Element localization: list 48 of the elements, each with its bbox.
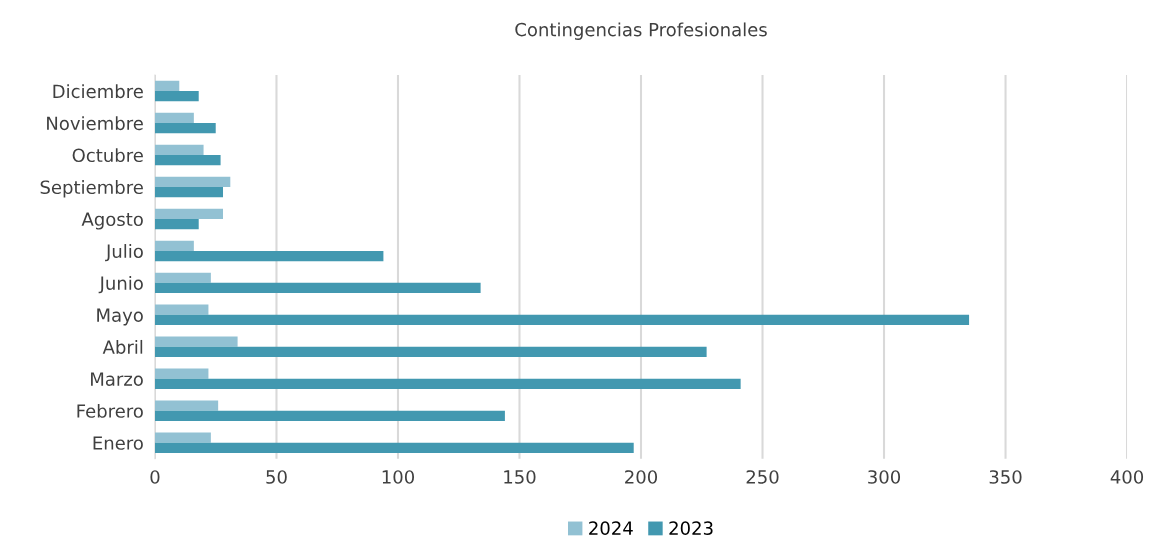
bar bbox=[154, 304, 209, 315]
x-tick-label: 200 bbox=[625, 470, 658, 484]
bar bbox=[154, 442, 634, 453]
x-tick-label: 350 bbox=[989, 470, 1022, 484]
bar bbox=[154, 123, 216, 134]
y-tick-label: Junio bbox=[98, 276, 143, 294]
bar bbox=[154, 368, 209, 379]
bar bbox=[154, 208, 224, 219]
bar bbox=[154, 91, 199, 102]
y-tick-label: Marzo bbox=[91, 372, 143, 386]
x-tick-label: 150 bbox=[504, 470, 536, 484]
y-tick-label: Abril bbox=[102, 339, 143, 354]
bar bbox=[154, 346, 707, 358]
y-tick-label: Mayo bbox=[97, 308, 143, 326]
bar bbox=[154, 218, 199, 230]
bar bbox=[154, 144, 204, 155]
bar bbox=[154, 80, 180, 92]
y-tick-label: Noviembre bbox=[47, 116, 143, 131]
bar bbox=[154, 432, 211, 443]
y-tick-label: Diciembre bbox=[53, 84, 143, 99]
bar bbox=[154, 410, 505, 421]
bar bbox=[154, 250, 384, 262]
y-tick-label: Julio bbox=[105, 244, 143, 262]
legend-label: 2023 bbox=[669, 521, 713, 535]
bar bbox=[154, 400, 219, 411]
x-tick-label: 50 bbox=[266, 470, 287, 484]
chart-title: Contingencias Profesionales bbox=[515, 22, 767, 40]
x-tick-label: 300 bbox=[868, 470, 901, 484]
bar bbox=[154, 272, 211, 283]
y-tick-label: Octubre bbox=[72, 148, 143, 163]
bar bbox=[154, 240, 194, 251]
bar bbox=[154, 154, 221, 166]
bar bbox=[154, 176, 231, 187]
y-tick-label: Septiembre bbox=[40, 180, 143, 198]
y-tick-label: Febrero bbox=[77, 403, 143, 418]
legend-label: 2024 bbox=[589, 521, 633, 535]
bar bbox=[154, 186, 224, 198]
bar bbox=[154, 112, 194, 124]
bar bbox=[154, 378, 741, 390]
y-tick-label: Enero bbox=[93, 436, 143, 450]
bar bbox=[154, 336, 238, 347]
x-tick-label: 0 bbox=[150, 470, 160, 484]
x-tick-label: 400 bbox=[1110, 470, 1144, 484]
x-tick-label: 250 bbox=[746, 470, 779, 484]
x-tick-label: 100 bbox=[382, 470, 415, 484]
bar bbox=[154, 314, 970, 326]
y-tick-label: Agosto bbox=[81, 212, 143, 230]
bar bbox=[154, 282, 481, 294]
